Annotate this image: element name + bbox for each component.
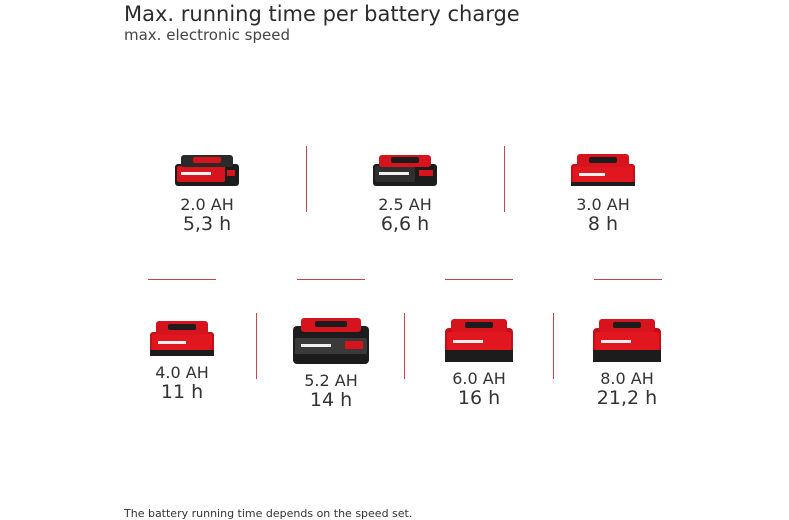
battery-runtime: 6,6 h: [380, 213, 430, 235]
battery-2-0ah-icon: [175, 155, 239, 186]
row-divider: [297, 279, 365, 280]
row-divider: [148, 279, 216, 280]
battery-card-2-5ah: 2.5 AH 6,6 h: [330, 150, 480, 234]
battery-capacity: 6.0 AH: [452, 369, 506, 388]
battery-runtime: 16 h: [457, 387, 501, 409]
column-divider: [256, 313, 257, 379]
battery-capacity: 2.5 AH: [378, 195, 432, 214]
battery-runtime: 8 h: [587, 213, 619, 235]
battery-capacity: 3.0 AH: [576, 195, 630, 214]
battery-card-3-0ah: 3.0 AH 8 h: [528, 150, 678, 234]
battery-capacity: 8.0 AH: [600, 369, 654, 388]
battery-8-0ah-icon: [593, 319, 661, 362]
battery-5-2ah-icon: [293, 318, 369, 364]
battery-card-5-2ah: 5.2 AH 14 h: [256, 316, 406, 410]
battery-6-0ah-icon: [445, 319, 513, 362]
column-divider: [504, 146, 505, 212]
battery-card-8-0ah: 8.0 AH 21,2 h: [552, 316, 702, 408]
battery-card-6-0ah: 6.0 AH 16 h: [404, 316, 554, 408]
battery-capacity: 2.0 AH: [180, 195, 234, 214]
battery-runtime: 11 h: [160, 381, 204, 403]
page-subtitle: max. electronic speed: [124, 26, 290, 44]
battery-card-2-0ah: 2.0 AH 5,3 h: [132, 150, 282, 234]
column-divider: [404, 313, 405, 379]
battery-runtime: 21,2 h: [596, 387, 658, 409]
row-divider: [445, 279, 513, 280]
battery-4-0ah-icon: [150, 321, 214, 356]
row-divider: [594, 279, 662, 280]
battery-runtime: 5,3 h: [182, 213, 232, 235]
battery-runtime: 14 h: [309, 389, 353, 411]
battery-3-0ah-icon: [571, 154, 635, 186]
battery-capacity: 5.2 AH: [304, 371, 358, 390]
battery-card-4-0ah: 4.0 AH 11 h: [107, 316, 257, 402]
battery-capacity: 4.0 AH: [155, 363, 209, 382]
column-divider: [306, 146, 307, 212]
page-title: Max. running time per battery charge: [124, 2, 520, 26]
battery-2-5ah-icon: [373, 155, 437, 186]
footnote: The battery running time depends on the …: [124, 507, 413, 520]
column-divider: [553, 313, 554, 379]
